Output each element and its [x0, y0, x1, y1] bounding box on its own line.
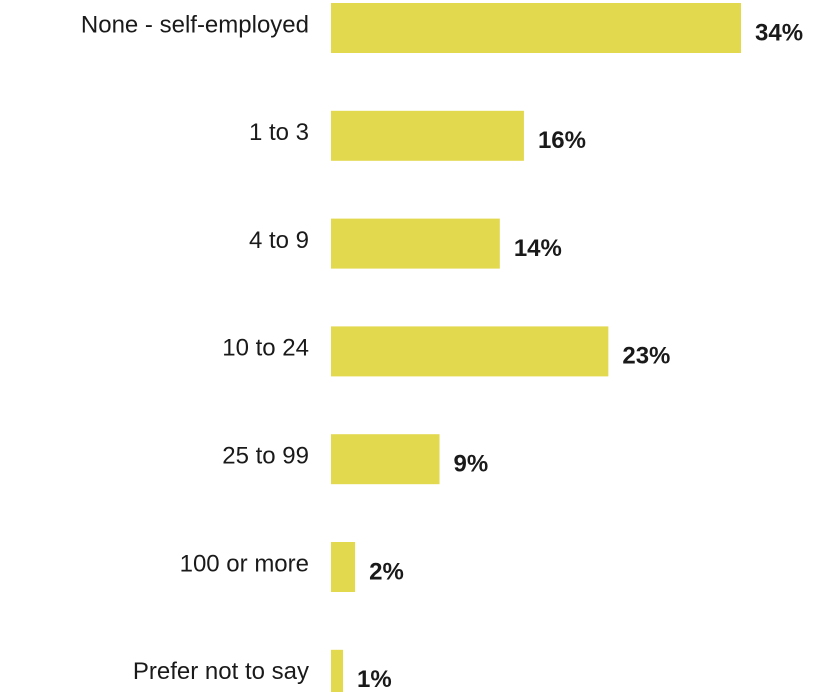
category-label-6: 100 or more [180, 550, 309, 577]
category-label-4: 10 to 24 [222, 335, 309, 362]
value-label-4: 23% [622, 343, 670, 370]
category-label-1: None - self-employed [81, 11, 309, 38]
bar-5 [331, 434, 440, 485]
category-label-2: 1 to 3 [249, 119, 309, 146]
category-label-3: 4 to 9 [249, 227, 309, 254]
bar-2 [331, 110, 524, 161]
value-label-7: 1% [357, 666, 392, 692]
value-label-1: 34% [755, 19, 803, 46]
value-label-6: 2% [369, 558, 404, 585]
value-label-3: 14% [514, 235, 562, 262]
value-label-5: 9% [454, 451, 489, 478]
bar-4 [331, 326, 609, 377]
bar-1 [331, 3, 741, 53]
bars-layer [331, 3, 741, 692]
bar-3 [331, 218, 500, 269]
category-label-7: Prefer not to say [133, 658, 309, 685]
labels-layer: None - self-employed 34% 1 to 3 16% 4 to 9 14… [81, 11, 803, 692]
value-label-2: 16% [538, 127, 586, 154]
category-label-5: 25 to 99 [222, 443, 309, 470]
bar-7 [331, 649, 344, 692]
bar-6 [331, 542, 356, 592]
